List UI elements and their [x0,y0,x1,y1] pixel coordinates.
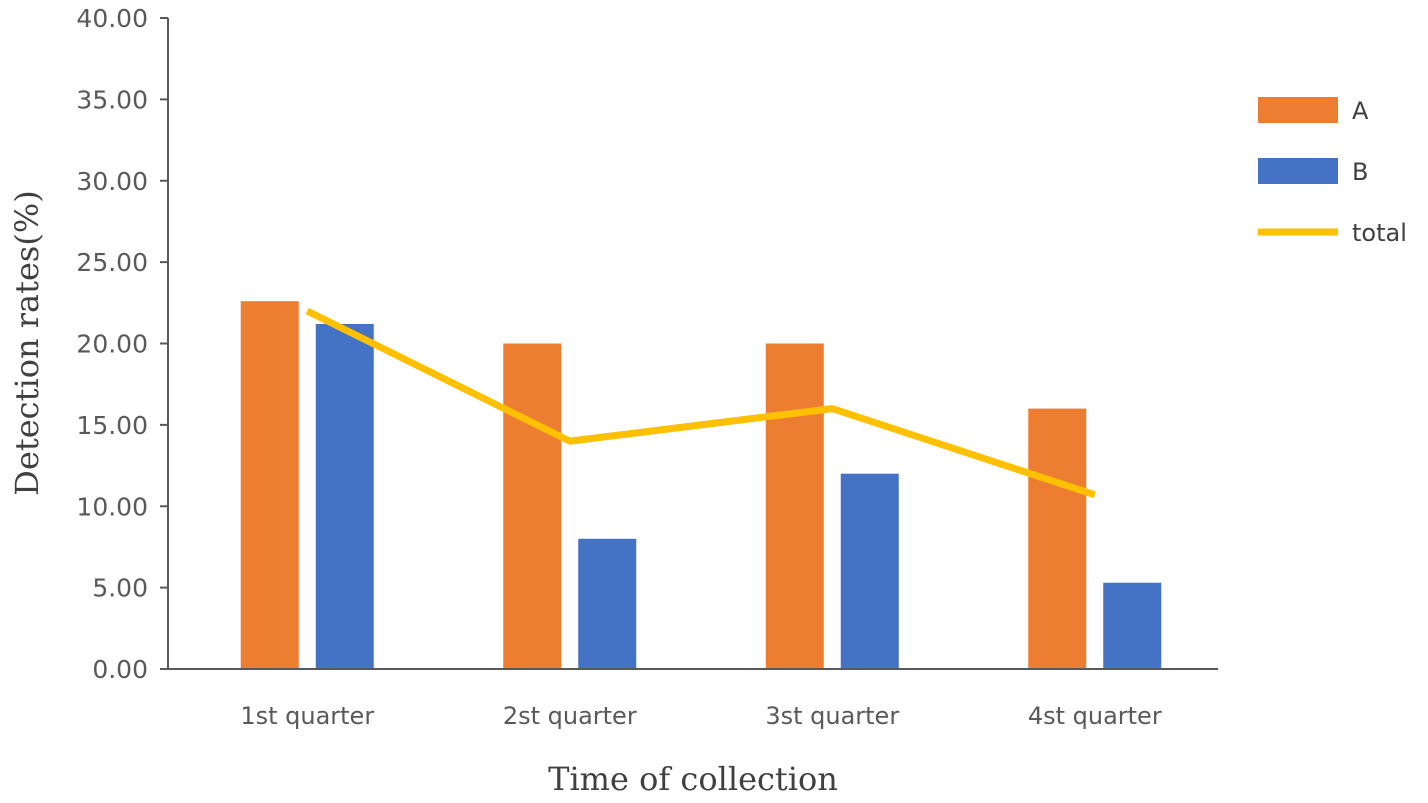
x-tick-label: 1st quarter [240,702,374,730]
y-tick-label: 25.00 [76,248,148,277]
x-tick-label: 2st quarter [503,702,637,730]
y-tick-label: 30.00 [76,167,148,196]
bar-b [1103,582,1162,669]
legend-swatch-a [1258,97,1338,123]
bars-layer [240,301,1162,669]
y-ticks: 0.00 5.00 10.00 15.00 20.00 25.00 30.00 35.00 40… [76,4,168,684]
x-tick-labels: 1st quarter 2st quarter 3st quarter 4st qua… [240,702,1162,730]
line-total [305,307,1096,499]
bar-a [1028,408,1087,669]
bar-b [578,538,637,669]
y-tick-label: 10.00 [76,492,148,521]
y-axis-title: Detection rates(%) [8,190,46,495]
bar-a [503,343,562,669]
x-axis-title: Time of collection [548,760,838,798]
line-layer [305,307,1096,499]
bar-a [240,301,299,669]
x-tick-label: 3st quarter [765,702,899,730]
legend-label: A [1352,97,1369,125]
y-tick-label: 5.00 [92,574,148,603]
legend-swatch-b [1258,158,1338,184]
y-tick-label: 0.00 [92,655,148,684]
y-tick-label: 40.00 [76,4,148,33]
y-tick-label: 15.00 [76,411,148,440]
legend-label: B [1352,158,1368,186]
bar-b [315,323,374,669]
legend-label: total [1352,219,1407,247]
y-tick-label: 35.00 [76,85,148,114]
bar-b [840,473,899,669]
bar-a [765,343,824,669]
x-tick-label: 4st quarter [1028,702,1162,730]
y-tick-label: 20.00 [76,330,148,359]
